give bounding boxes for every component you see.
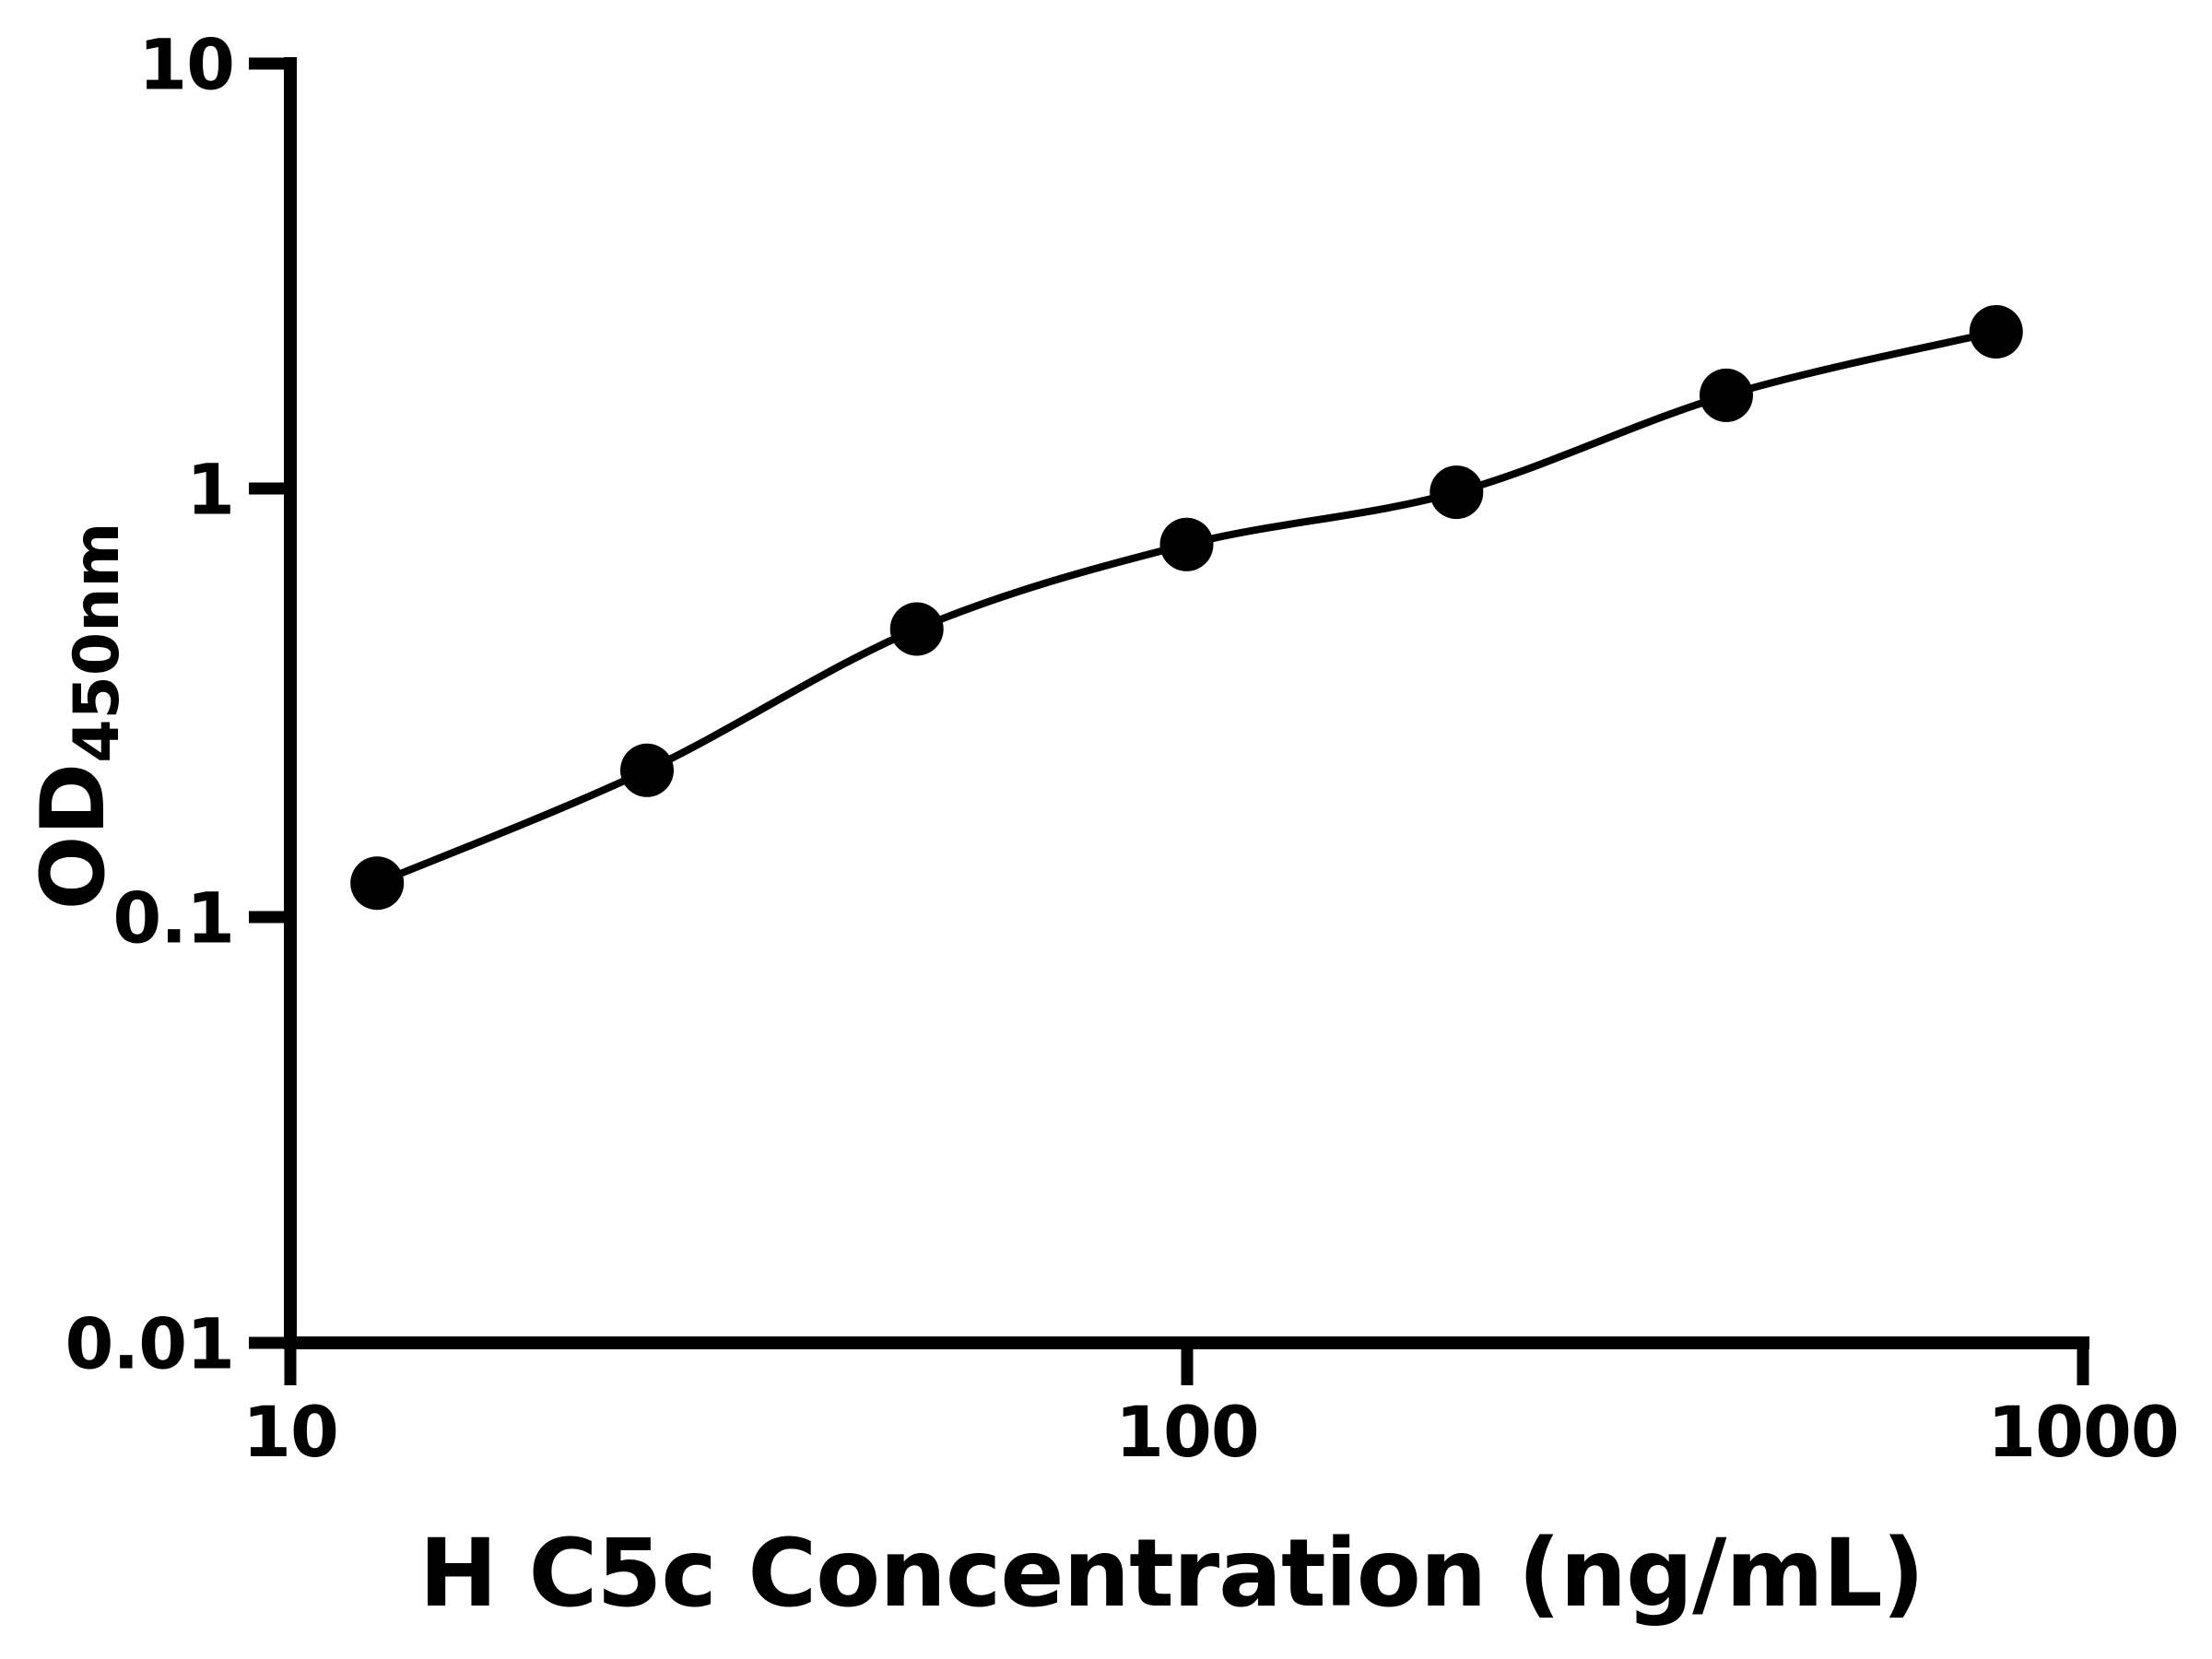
- y-tick-label: 0.01: [65, 1302, 234, 1384]
- y-axis-title-subscript: 450nm: [61, 523, 134, 763]
- x-tick-marks: [284, 1336, 2089, 1385]
- data-point-100: [1159, 517, 1214, 571]
- x-tick-label: 10: [242, 1391, 338, 1473]
- y-axis-title: OD450nm: [23, 523, 134, 911]
- y-axis: 10 1 0.1 0.01 OD450nm: [23, 23, 297, 1384]
- data-point-12.5: [350, 856, 405, 911]
- y-tick-label: 10: [138, 23, 234, 105]
- x-axis: 10 100 1000 H C5c Concentration (ng/mL): [242, 1336, 2180, 1629]
- x-tick-label: 100: [1115, 1391, 1259, 1473]
- data-point-25: [620, 743, 674, 797]
- data-point-800: [1969, 305, 2023, 359]
- y-tick-label: 0.1: [112, 877, 234, 959]
- y-axis-title-main: OD: [23, 763, 124, 911]
- x-axis-title: H C5c Concentration (ng/mL): [419, 1519, 1924, 1629]
- x-tick-label: 1000: [1987, 1391, 2179, 1473]
- data-series: [350, 305, 2023, 911]
- y-tick-label: 1: [186, 448, 234, 530]
- data-point-400: [1700, 368, 1753, 422]
- fit-curve: [375, 328, 1997, 887]
- data-point-200: [1430, 465, 1484, 520]
- y-tick-marks: [249, 57, 297, 1349]
- data-point-50: [889, 602, 944, 656]
